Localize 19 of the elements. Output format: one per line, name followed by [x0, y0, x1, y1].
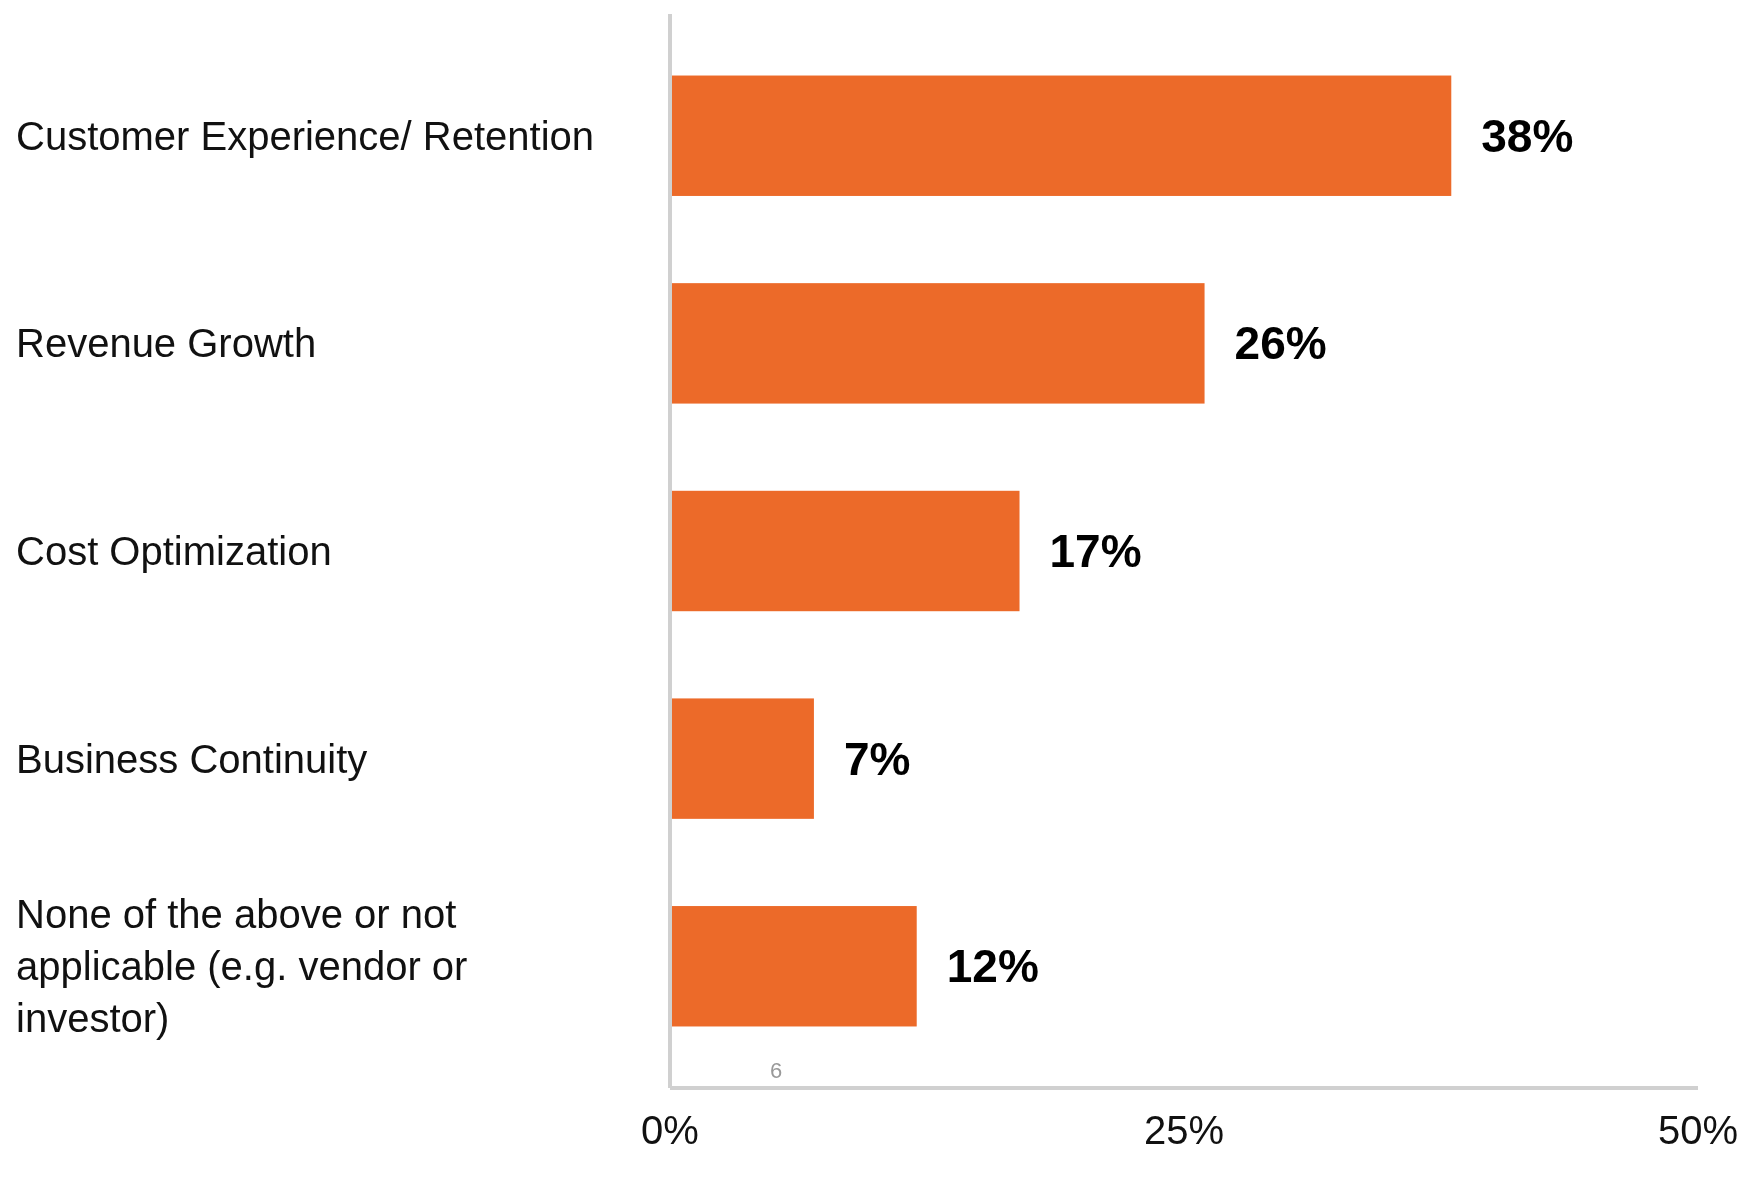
data-label: 38% — [1481, 109, 1574, 162]
data-label: 17% — [1049, 525, 1142, 578]
annotation: 6 — [770, 1058, 783, 1083]
bar — [670, 490, 1020, 612]
bar — [670, 75, 1452, 196]
data-label: 12% — [946, 940, 1039, 993]
x-tick-label: 0% — [641, 1108, 699, 1152]
y-tick-label: Customer Experience/ Retention — [16, 113, 595, 158]
bar — [670, 698, 814, 819]
y-tick-label: Revenue Growth — [16, 321, 317, 366]
data-label: 7% — [843, 732, 911, 785]
bar — [670, 906, 917, 1027]
x-tick-label: 25% — [1143, 1108, 1225, 1152]
bar — [670, 283, 1205, 404]
x-tick-label: 50% — [1657, 1108, 1739, 1152]
y-tick-label: Cost Optimization — [16, 529, 332, 573]
y-tick-label: None of the above or not applicable (e.g. vendor or investor) — [16, 892, 468, 1041]
y-tick-label: Business Continuity — [16, 736, 368, 781]
data-label: 26% — [1234, 317, 1327, 370]
